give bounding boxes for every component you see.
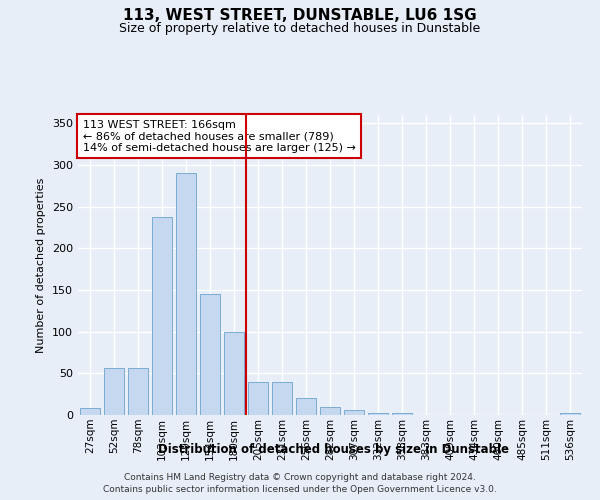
Bar <box>392 414 412 415</box>
Bar <box>248 382 268 415</box>
Bar <box>128 368 148 415</box>
Bar <box>272 382 292 415</box>
Text: Contains public sector information licensed under the Open Government Licence v3: Contains public sector information licen… <box>103 485 497 494</box>
Bar <box>80 408 100 415</box>
Bar <box>560 414 580 415</box>
Bar <box>176 174 196 415</box>
Text: 113 WEST STREET: 166sqm
← 86% of detached houses are smaller (789)
14% of semi-d: 113 WEST STREET: 166sqm ← 86% of detache… <box>83 120 356 152</box>
Y-axis label: Number of detached properties: Number of detached properties <box>37 178 46 352</box>
Text: 113, WEST STREET, DUNSTABLE, LU6 1SG: 113, WEST STREET, DUNSTABLE, LU6 1SG <box>123 8 477 22</box>
Bar <box>200 294 220 415</box>
Bar <box>224 332 244 415</box>
Text: Size of property relative to detached houses in Dunstable: Size of property relative to detached ho… <box>119 22 481 35</box>
Bar <box>320 406 340 415</box>
Bar <box>104 368 124 415</box>
Bar <box>296 398 316 415</box>
Text: Distribution of detached houses by size in Dunstable: Distribution of detached houses by size … <box>158 442 509 456</box>
Bar <box>368 412 388 415</box>
Bar <box>344 410 364 415</box>
Text: Contains HM Land Registry data © Crown copyright and database right 2024.: Contains HM Land Registry data © Crown c… <box>124 472 476 482</box>
Bar <box>152 216 172 415</box>
